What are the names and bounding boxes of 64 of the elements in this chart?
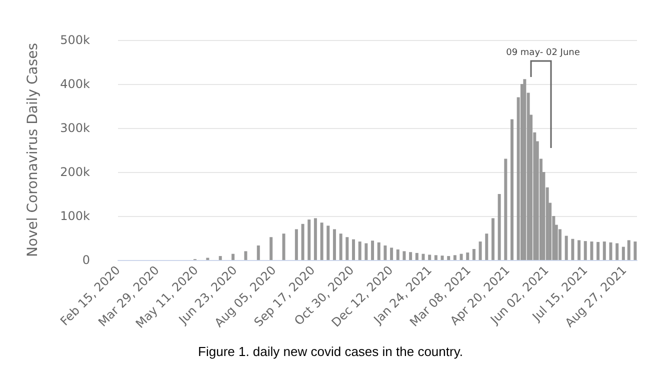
bar xyxy=(460,254,463,260)
y-tick-label: 0 xyxy=(82,253,90,267)
bar xyxy=(428,254,432,260)
bar xyxy=(314,218,317,260)
bar xyxy=(396,249,400,260)
bar xyxy=(326,226,330,260)
bar xyxy=(564,236,568,260)
bar xyxy=(294,229,298,260)
bar xyxy=(466,252,470,260)
bar xyxy=(498,194,501,260)
y-tick-label: 500k xyxy=(60,33,90,47)
bar xyxy=(596,242,600,260)
y-tick-label: 400k xyxy=(60,77,90,91)
bar xyxy=(434,255,438,260)
bar xyxy=(364,243,368,260)
bar xyxy=(627,240,630,260)
bar xyxy=(504,158,508,260)
bar xyxy=(571,238,574,260)
bar xyxy=(440,256,444,260)
bar xyxy=(634,242,637,260)
bar xyxy=(453,255,456,260)
bar xyxy=(358,242,362,260)
bar xyxy=(320,222,324,260)
bar xyxy=(415,252,418,260)
bar xyxy=(590,242,594,260)
bar xyxy=(616,243,619,260)
bar xyxy=(558,229,562,260)
bar xyxy=(402,251,406,260)
bar xyxy=(584,241,587,260)
bar xyxy=(384,245,387,260)
bar xyxy=(377,242,380,260)
annotation: 09 may- 02 June xyxy=(506,48,580,58)
bar xyxy=(301,224,304,260)
bar xyxy=(371,240,374,260)
bar xyxy=(622,246,625,260)
bar xyxy=(472,249,476,260)
bar xyxy=(218,256,222,260)
bar xyxy=(232,254,235,260)
caption: Figure 1. daily new covid cases in the country. xyxy=(198,344,463,359)
bar xyxy=(485,234,488,260)
bar xyxy=(332,229,336,260)
bar xyxy=(256,245,260,260)
bar xyxy=(282,234,286,260)
bar xyxy=(270,237,273,260)
bar xyxy=(352,239,355,260)
y-tick-label: 300k xyxy=(60,121,90,135)
bar xyxy=(578,240,581,260)
bar xyxy=(447,256,450,260)
bar xyxy=(390,248,394,260)
y-tick-label: 100k xyxy=(60,209,90,223)
bar xyxy=(244,251,248,260)
bar xyxy=(609,242,612,260)
bar xyxy=(409,252,412,260)
bar xyxy=(523,79,526,260)
bar xyxy=(339,234,342,260)
bar xyxy=(308,220,311,260)
bar xyxy=(422,254,425,260)
bar xyxy=(602,242,606,260)
y-axis-title: Novel Coronavirus Daily Cases xyxy=(25,42,41,258)
bar xyxy=(478,242,482,260)
bar xyxy=(510,119,514,260)
bar xyxy=(491,218,494,260)
y-tick-label: 200k xyxy=(60,165,90,179)
bar xyxy=(346,237,349,260)
